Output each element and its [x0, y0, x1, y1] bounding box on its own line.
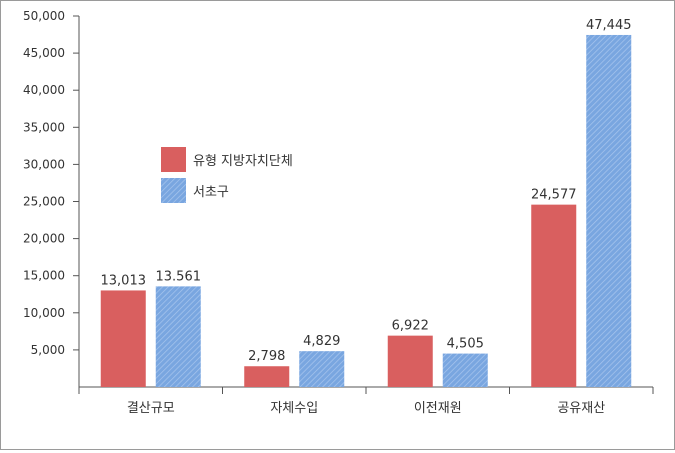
bar-1 — [244, 366, 290, 387]
y-tick-label: 50,000 — [23, 9, 65, 23]
bar-2 — [299, 351, 345, 387]
y-tick-label: 10,000 — [23, 306, 65, 320]
legend-swatch-series-2 — [161, 178, 186, 203]
data-label: 4,505 — [447, 337, 484, 352]
bar-1 — [387, 335, 433, 387]
bar-1 — [531, 204, 577, 387]
legend-label-series-1: 유형 지방자치단체 — [193, 154, 293, 169]
y-tick-label: 25,000 — [23, 195, 65, 209]
legend-swatch-series-1 — [161, 147, 186, 172]
y-tick-label: 5,000 — [31, 343, 65, 357]
data-label: 47,445 — [586, 18, 632, 33]
bar-2 — [586, 34, 632, 387]
data-label: 4,829 — [303, 334, 340, 349]
data-label: 6,922 — [392, 319, 429, 334]
y-tick-label: 35,000 — [23, 120, 65, 134]
bar-2 — [155, 286, 201, 387]
bars: 13,013 13.561 2,798 4,829 6,922 4,505 24,577 47… — [101, 18, 632, 387]
bar-2 — [442, 353, 488, 387]
y-tick-label: 45,000 — [23, 46, 65, 60]
y-tick-label: 20,000 — [23, 232, 65, 246]
axes: 5,000 10,000 15,000 20,000 25,000 30,000 35,00… — [23, 9, 654, 416]
legend: 유형 지방자치단체 서초구 — [161, 147, 293, 203]
data-label: 2,798 — [248, 349, 285, 364]
data-label: 13.561 — [156, 269, 202, 284]
data-label: 13,013 — [101, 273, 147, 288]
y-tick-label: 40,000 — [23, 83, 65, 97]
data-label: 24,577 — [531, 188, 577, 203]
x-tick-label: 공유재산 — [557, 401, 605, 416]
bar-1 — [100, 290, 146, 387]
legend-label-series-2: 서초구 — [193, 185, 229, 200]
x-tick-label: 이전재원 — [414, 401, 462, 416]
y-tick-label: 30,000 — [23, 157, 65, 171]
x-tick-label: 자체수입 — [270, 401, 318, 416]
y-tick-label: 15,000 — [23, 269, 65, 283]
x-tick-label: 결산규모 — [127, 401, 175, 416]
